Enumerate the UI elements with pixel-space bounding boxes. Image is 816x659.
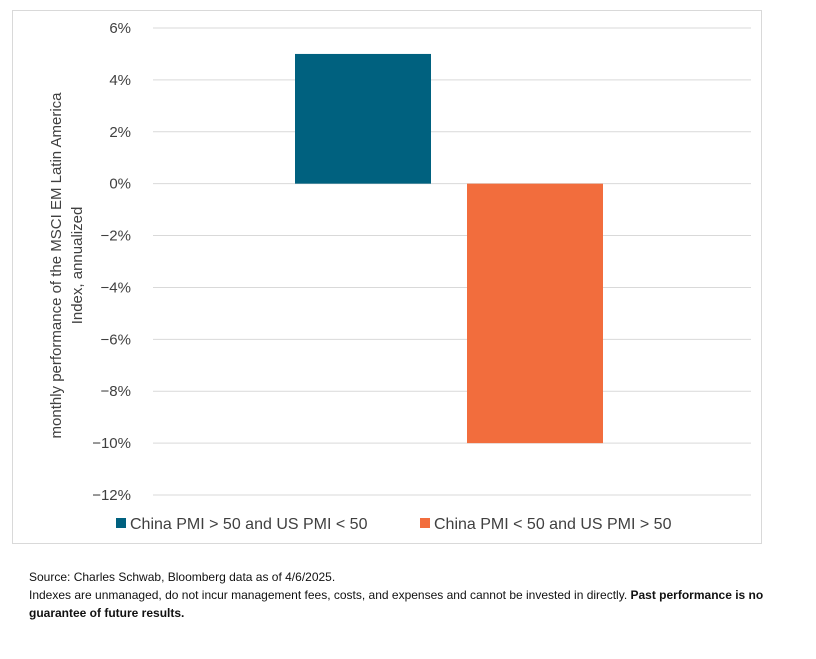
legend-swatch-us-expansion	[420, 518, 430, 528]
bar-china-expansion	[295, 53, 431, 184]
disclaimer-note: Indexes are unmanaged, do not incur mana…	[29, 586, 789, 622]
legend-label-china-expansion: China PMI > 50 and US PMI < 50	[130, 516, 368, 533]
legend: China PMI > 50 and US PMI < 50 China PMI…	[116, 516, 672, 533]
legend-swatch-china-expansion	[116, 518, 126, 528]
y-tick-label: −12%	[92, 487, 131, 504]
bars	[295, 53, 603, 444]
source-note: Source: Charles Schwab, Bloomberg data a…	[29, 570, 336, 584]
chart-frame: 6% 4% 2% 0% −2% −4% −6% −8% −10% −12% monthly per…	[12, 10, 762, 544]
y-tick-label: 6%	[109, 20, 131, 37]
y-tick-label: −10%	[92, 435, 131, 452]
y-tick-label: −6%	[101, 331, 131, 348]
y-axis-title-line-1: monthly performance of the MSCI EM Latin…	[48, 92, 65, 439]
disclaimer-bold-text: Past performance is no guarantee of futu…	[29, 588, 764, 620]
footnote: Source: Charles Schwab, Bloomberg data a…	[29, 568, 789, 622]
y-axis-title: monthly performance of the MSCI EM Latin…	[48, 92, 86, 439]
y-axis-title-line-2: Index, annualized	[69, 207, 86, 325]
y-tick-label: 4%	[109, 72, 131, 89]
y-axis-ticks: 6% 4% 2% 0% −2% −4% −6% −8% −10% −12%	[92, 20, 131, 504]
y-tick-label: −4%	[101, 279, 131, 296]
y-tick-label: 0%	[109, 176, 131, 193]
gridlines	[153, 27, 751, 496]
legend-label-us-expansion: China PMI < 50 and US PMI > 50	[434, 516, 672, 533]
y-tick-label: −8%	[101, 383, 131, 400]
bar-us-expansion	[467, 183, 603, 444]
disclaimer-text: Indexes are unmanaged, do not incur mana…	[29, 588, 628, 602]
bar-chart: 6% 4% 2% 0% −2% −4% −6% −8% −10% −12% monthly per…	[48, 20, 751, 533]
y-tick-label: −2%	[101, 228, 131, 245]
y-tick-label: 2%	[109, 124, 131, 141]
